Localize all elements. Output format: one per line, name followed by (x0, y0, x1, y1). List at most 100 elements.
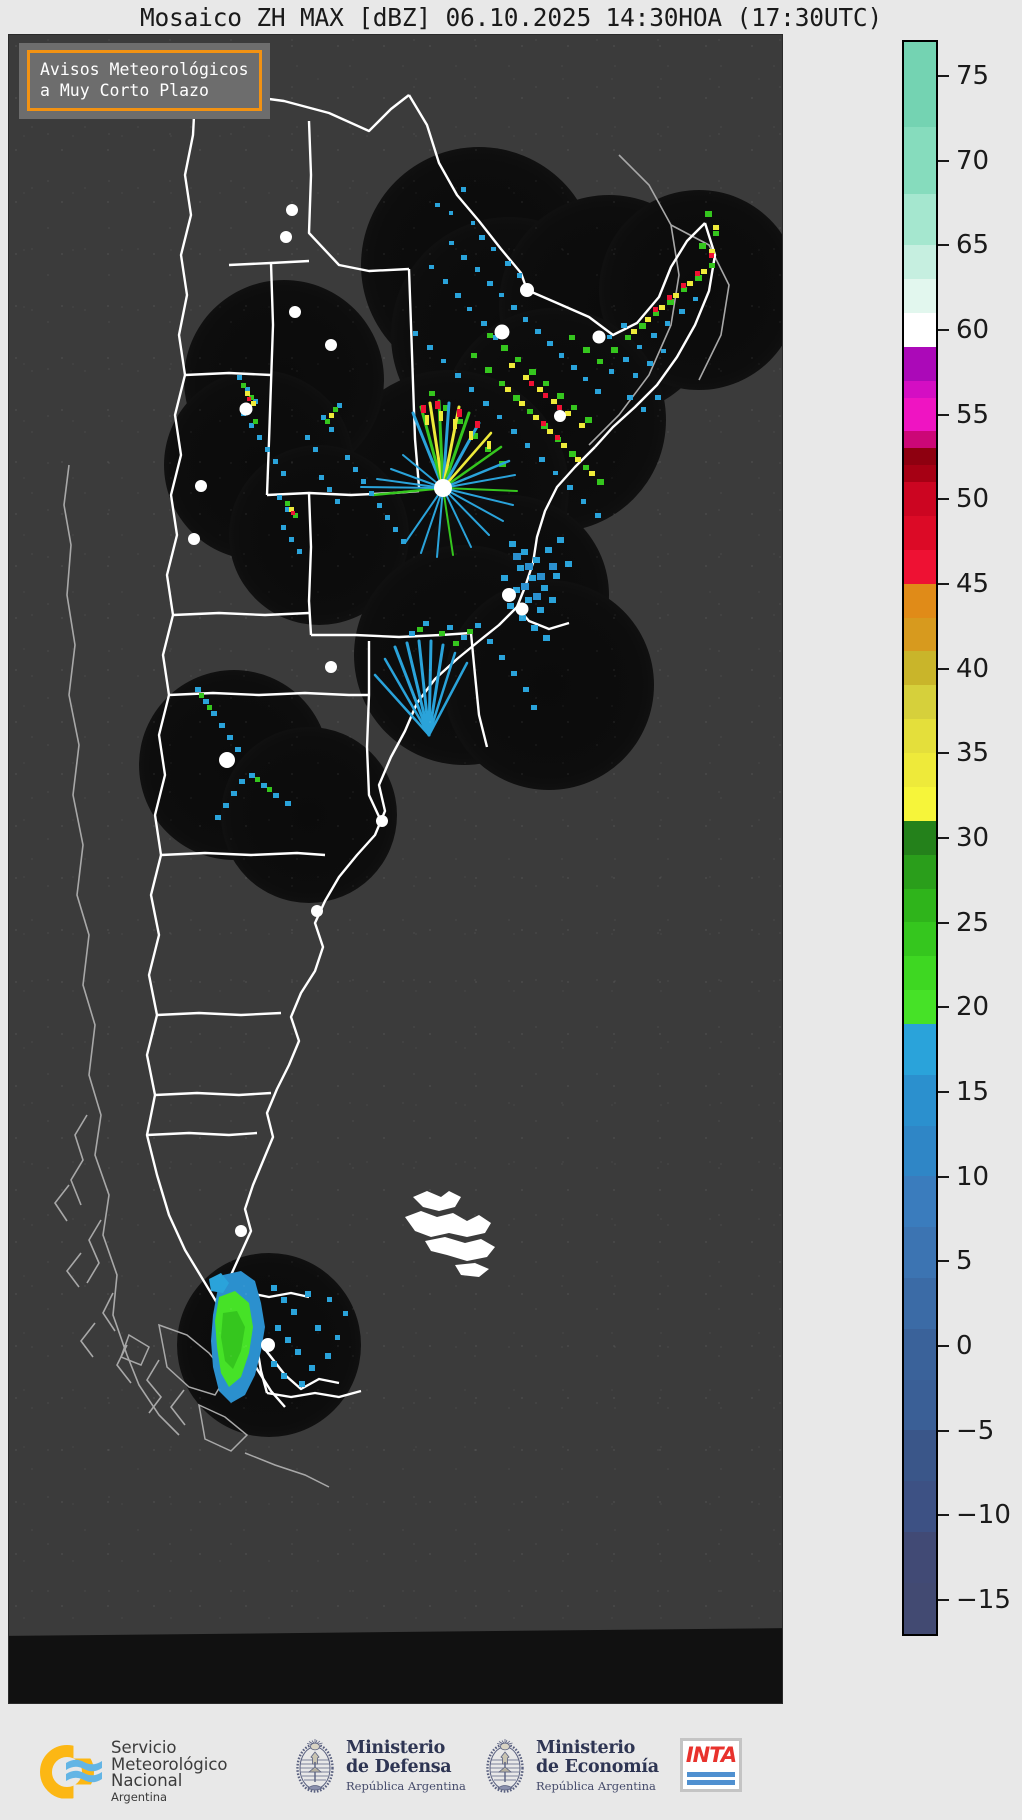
colorbar-segment (904, 1125, 936, 1177)
footer-logos: Servicio Meteorológico Nacional Argentin… (0, 1712, 1022, 1820)
colorbar-segment (904, 245, 936, 280)
colorbar-segment (904, 583, 936, 618)
defensa-line-2: de Defensa (346, 1757, 452, 1778)
colorbar-segment (904, 397, 936, 432)
colorbar-tick (938, 1599, 949, 1602)
colorbar-tick (938, 244, 949, 247)
colorbar-tick (938, 1514, 949, 1517)
smn-line-2: Meteorológico (111, 1754, 228, 1774)
economia-text: Ministerio de Economía República Argenti… (536, 1738, 659, 1793)
colorbar-segment (904, 549, 936, 584)
echo-fan-sur (373, 621, 537, 737)
echo-litoral (501, 537, 572, 641)
smn-mark-icon (40, 1743, 102, 1801)
inta-box: INTA (680, 1738, 742, 1792)
alert-box-border: Avisos Meteorológicos a Muy Corto Plazo (27, 50, 262, 111)
logo-inta: INTA (680, 1738, 742, 1792)
colorbar-segment (904, 346, 936, 381)
colorbar-tick (938, 159, 949, 162)
colorbar-segment (904, 1227, 936, 1278)
colorbar-tick-label: 5 (956, 1246, 973, 1277)
colorbar-tick (938, 582, 949, 585)
colorbar-segment (904, 1277, 936, 1329)
smn-line-1: Servicio (111, 1738, 177, 1757)
colorbar-segment (904, 719, 936, 754)
smn-line-4: Argentina (111, 1789, 168, 1804)
alert-box[interactable]: Avisos Meteorológicos a Muy Corto Plazo (19, 43, 270, 119)
colorbar-tick (938, 752, 949, 755)
defensa-line-1: Ministerio (346, 1738, 446, 1759)
colorbar-tick-label: 15 (956, 1077, 990, 1108)
colorbar-segment (904, 194, 936, 246)
radar-map-svg (9, 35, 782, 1703)
defensa-text: Ministerio de Defensa República Argentin… (346, 1738, 466, 1793)
colorbar-tick-label: 10 (956, 1161, 990, 1192)
colorbar-segment (904, 1176, 936, 1228)
colorbar-tick-label: 40 (956, 653, 990, 684)
colorbar-tick-label: 70 (956, 145, 990, 176)
colorbar-tick-label: 75 (956, 60, 990, 91)
colorbar-segment (904, 888, 936, 923)
echo-cordoba-radial (360, 399, 518, 558)
colorbar-tick-label: 25 (956, 907, 990, 938)
colorbar-tick (938, 1260, 949, 1263)
colorbar-segment (904, 465, 936, 483)
coastline-layer (54, 154, 730, 1436)
colorbar-segment (904, 651, 936, 686)
colorbar-tick (938, 837, 949, 839)
radar-map-panel[interactable]: Avisos Meteorológicos a Muy Corto Plazo (8, 34, 783, 1704)
colorbar-segment (904, 854, 936, 889)
colorbar-segment (904, 380, 936, 398)
colorbar-segment (904, 312, 936, 347)
colorbar-tick-label: −10 (956, 1500, 1011, 1531)
colorbar-segment (904, 1379, 936, 1431)
alert-line-1: Avisos Meteorológicos (40, 60, 249, 79)
logo-smn: Servicio Meteorológico Nacional Argentin… (40, 1738, 228, 1804)
inta-wordmark: INTA (685, 1743, 737, 1767)
smn-text: Servicio Meteorológico Nacional Argentin… (111, 1738, 228, 1804)
economia-line-1: Ministerio (536, 1738, 636, 1759)
colorbar-ticks: 75 70 65 60 55 50 45 40 35 30 25 20 15 10 5 0 −5 −10 −15 (938, 40, 1022, 1636)
inta-bars-icon (687, 1769, 735, 1785)
colorbar[interactable]: 75 70 65 60 55 50 45 40 35 30 25 20 15 10 5 0 −5 −10 −15 (902, 40, 1011, 1636)
colorbar-segment (904, 279, 936, 313)
colorbar-segment (904, 1531, 936, 1583)
argentina-coat-of-arms-icon (296, 1739, 334, 1793)
smn-line-3: Nacional (111, 1771, 183, 1790)
radar-station-markers (188, 204, 606, 1352)
colorbar-segment (904, 786, 936, 821)
colorbar-tick (938, 74, 949, 77)
echo-tierra-del-fuego (209, 1271, 348, 1403)
colorbar-segment (904, 1328, 936, 1380)
colorbar-segment (904, 1023, 936, 1075)
colorbar-tick-label: 20 (956, 992, 990, 1023)
colorbar-segment (904, 431, 936, 449)
colorbar-segment (904, 956, 936, 991)
colorbar-tick (938, 1091, 949, 1094)
colorbar-tick (938, 1345, 949, 1348)
logo-ministerio-defensa: Ministerio de Defensa República Argentin… (292, 1734, 466, 1798)
smn-flag-icon (66, 1759, 102, 1782)
colorbar-tick-label: 60 (956, 314, 990, 345)
colorbar-tick (938, 413, 949, 416)
echo-cuyo (237, 375, 406, 554)
colorbar-tick-label: 50 (956, 484, 990, 515)
colorbar-segment (904, 1430, 936, 1482)
colorbar-tick-label: −5 (956, 1415, 995, 1446)
colorbar-tick-label: 55 (956, 399, 990, 430)
colorbar-tick-label: 35 (956, 738, 990, 769)
colorbar-segment (904, 617, 936, 652)
colorbar-tick (938, 328, 949, 331)
colorbar-segment (904, 685, 936, 720)
page-title: Mosaico ZH MAX [dBZ] 06.10.2025 14:30HOA… (139, 2, 883, 32)
colorbar-tick (938, 498, 949, 501)
colorbar-segment (904, 753, 936, 787)
colorbar-tick-label: −15 (956, 1585, 1011, 1616)
colorbar-tick (938, 1006, 949, 1009)
colorbar-segment (904, 1481, 936, 1532)
radar-coverage-circles (139, 147, 782, 1437)
alert-line-2: a Muy Corto Plazo (40, 81, 209, 100)
malvinas-islands (405, 1191, 495, 1277)
colorbar-segment (904, 448, 936, 466)
